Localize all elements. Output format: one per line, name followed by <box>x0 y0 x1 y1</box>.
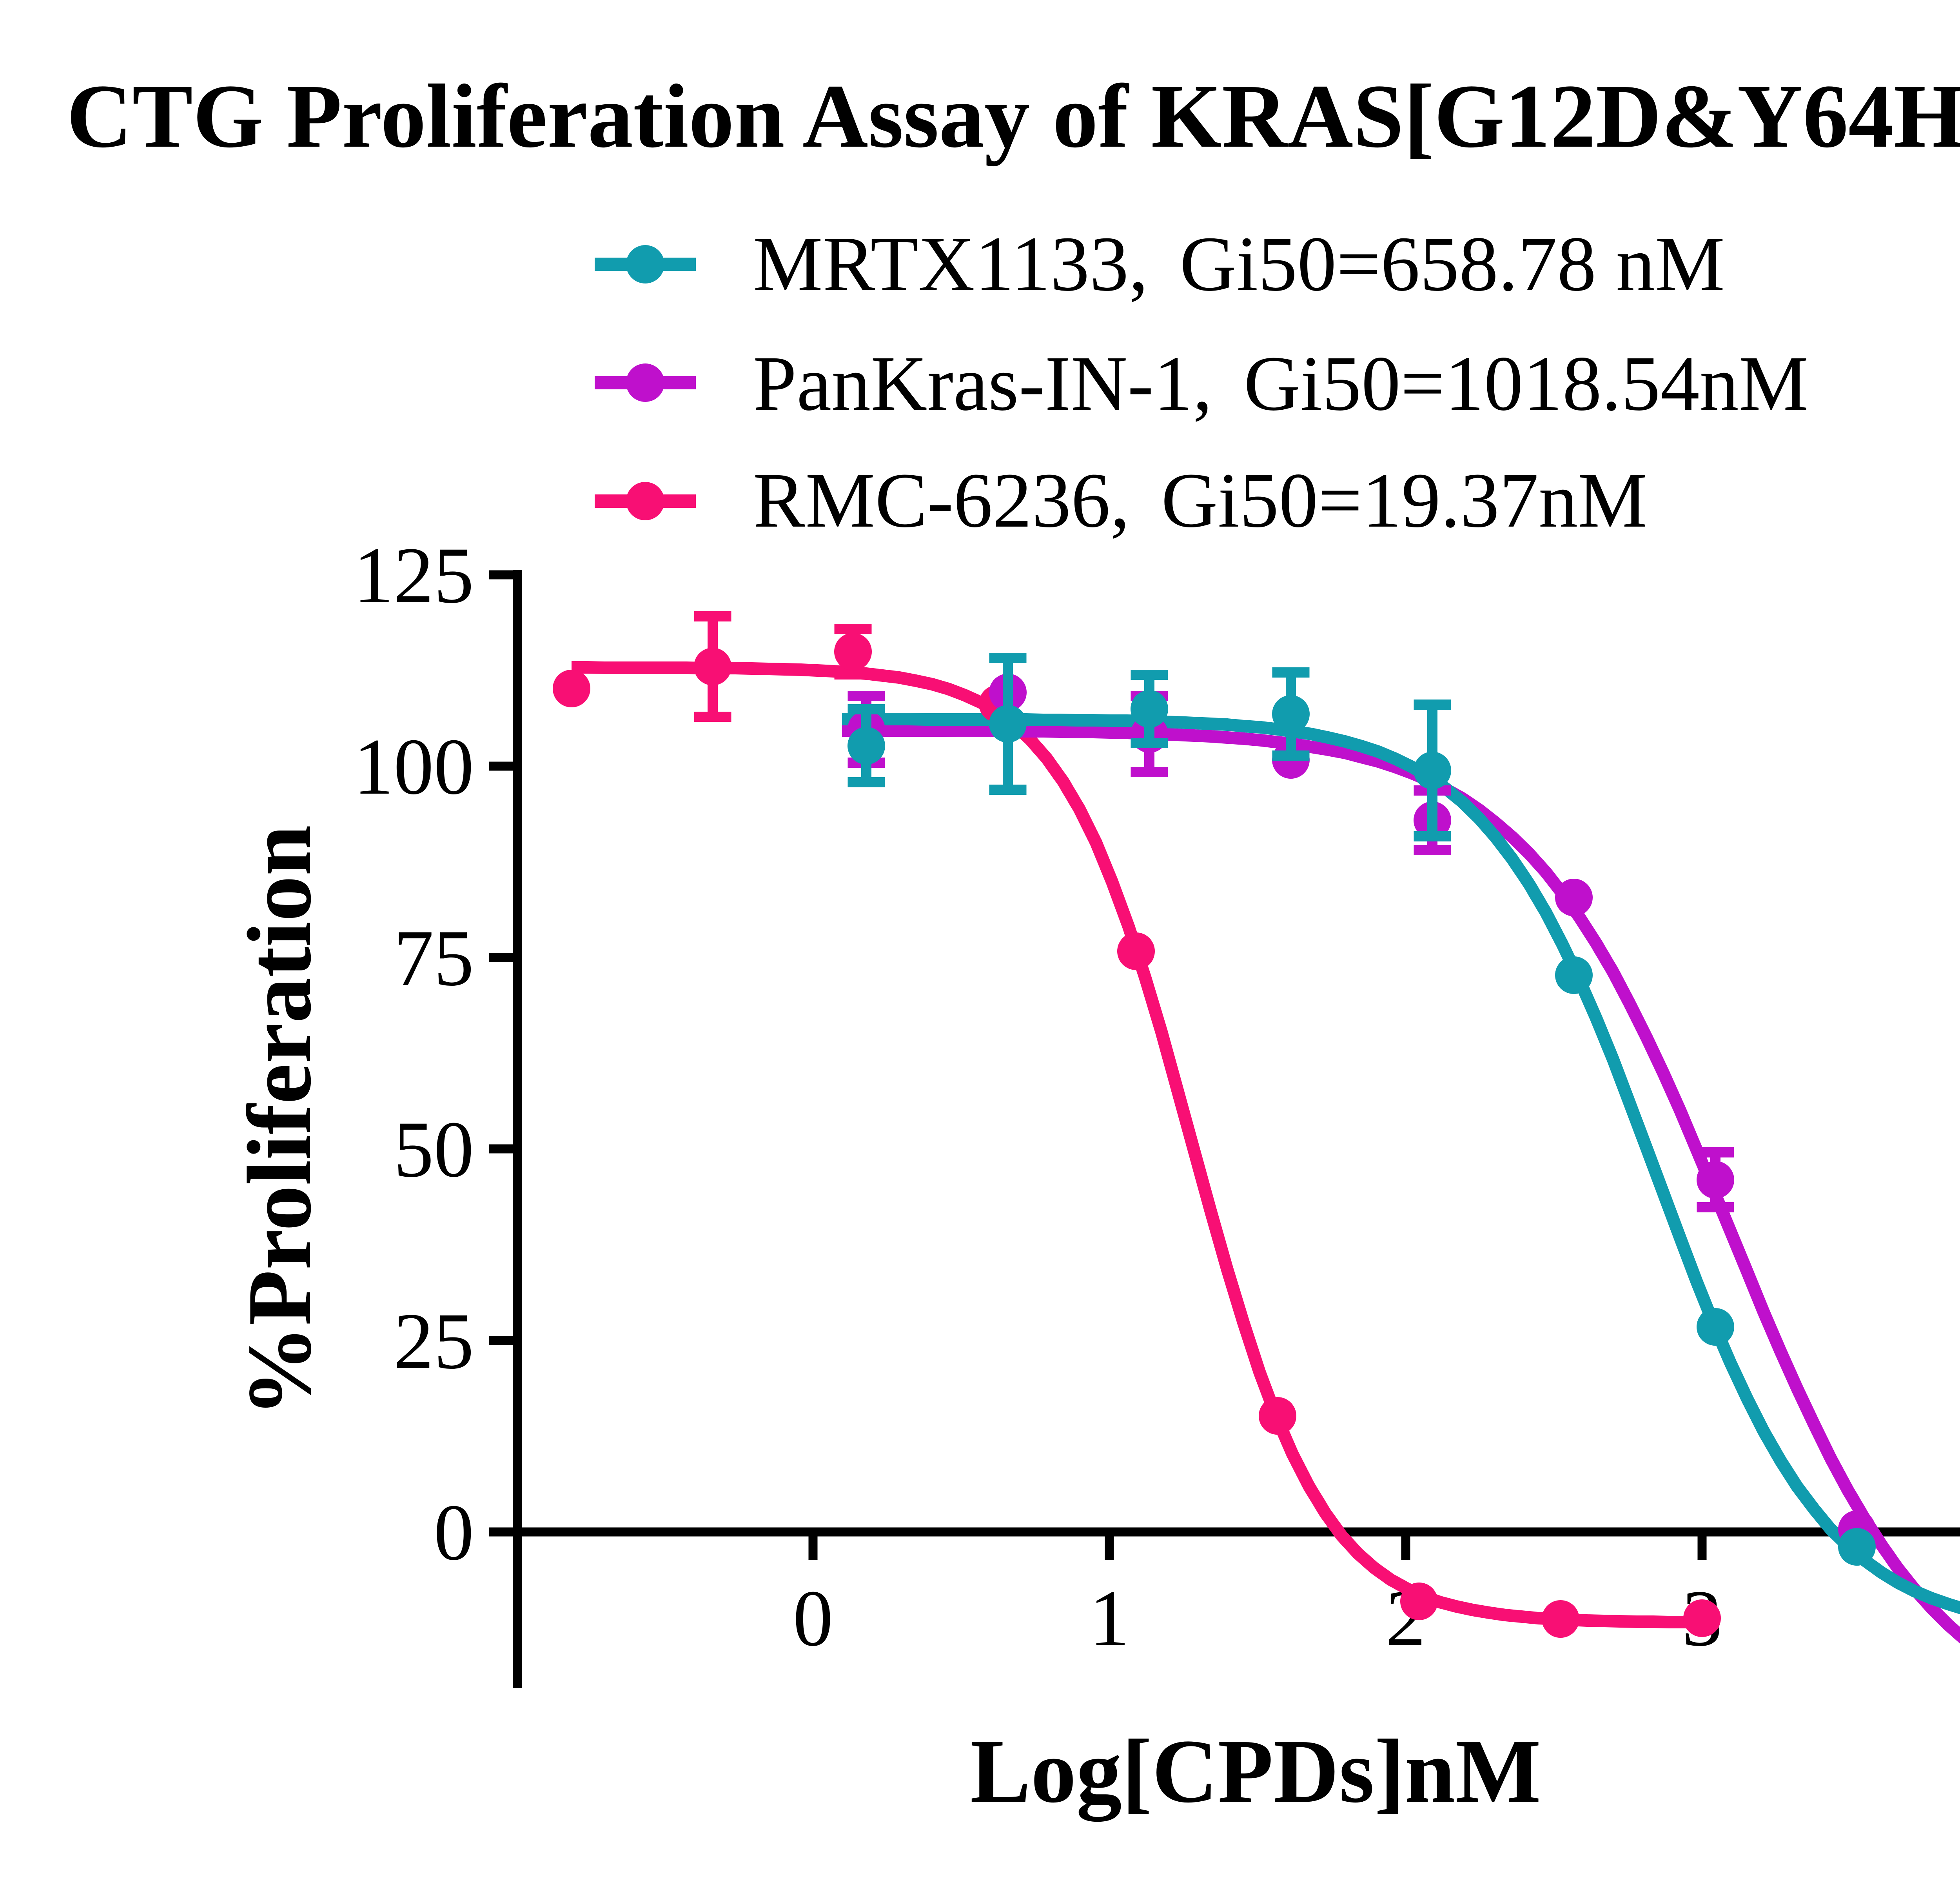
svg-text:75: 75 <box>394 914 474 1003</box>
svg-text:1: 1 <box>1089 1574 1130 1663</box>
svg-text:100: 100 <box>354 722 474 811</box>
svg-text:RMC-6236, Gi50=19.37nM: RMC-6236, Gi50=19.37nM <box>753 457 1648 544</box>
svg-text:CTG Proliferation Assay of KRA: CTG Proliferation Assay of KRAS[G12D&Y64… <box>67 58 1960 167</box>
svg-text:MRTX1133, Gi50=658.78 nM: MRTX1133, Gi50=658.78 nM <box>753 221 1725 307</box>
svg-text:0: 0 <box>434 1488 474 1577</box>
svg-text:50: 50 <box>394 1105 474 1194</box>
svg-text:0: 0 <box>793 1574 833 1663</box>
svg-text:25: 25 <box>394 1297 474 1386</box>
svg-text:PanKras-IN-1, Gi50=1018.54nM: PanKras-IN-1, Gi50=1018.54nM <box>753 340 1809 427</box>
svg-text:125: 125 <box>354 531 474 620</box>
svg-text:Log[CPDs]nM: Log[CPDs]nM <box>970 1721 1541 1822</box>
svg-text:%Proliferation: %Proliferation <box>229 825 330 1417</box>
